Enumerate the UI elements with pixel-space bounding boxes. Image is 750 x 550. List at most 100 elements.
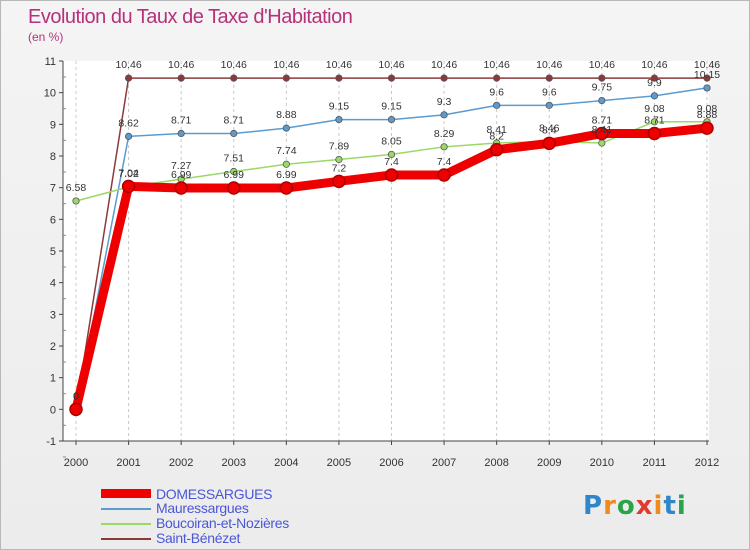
data-point [335, 115, 343, 124]
data-point [177, 74, 185, 82]
x-tick-label: 2000 [64, 457, 88, 469]
y-tick-label: 2 [50, 341, 56, 353]
legend-label-mauressargues: Mauressargues [156, 500, 249, 516]
y-tick-label: 7 [50, 183, 56, 195]
data-point [282, 74, 290, 82]
data-label: 0 [73, 390, 79, 402]
data-point [387, 150, 396, 159]
data-label: 10.46 [326, 59, 352, 71]
data-label: 7.4 [437, 156, 452, 168]
logo-letter: i [653, 491, 664, 521]
data-label: 8.29 [434, 128, 455, 140]
data-point [650, 118, 659, 126]
data-point [598, 139, 606, 147]
data-point [124, 132, 133, 140]
legend-swatch-saint-benezet [101, 538, 151, 540]
data-label: 7.74 [276, 145, 297, 157]
y-tick-label: 0 [50, 404, 56, 416]
data-label: 10.46 [115, 59, 141, 71]
data-label: 10.46 [536, 59, 562, 71]
proxiti-logo: Proxiti [583, 491, 687, 521]
data-point [282, 124, 290, 132]
data-label: 0 [73, 390, 79, 402]
data-label: 8.71 [644, 115, 665, 127]
legend-label-saint-benezet: Saint-Bénézet [156, 530, 241, 546]
data-label: 10.46 [694, 59, 720, 71]
data-label: 9.9 [647, 77, 662, 89]
data-label: 8.2 [489, 131, 504, 143]
y-tick-label: -1 [46, 436, 56, 448]
y-tick-label: 10 [44, 88, 56, 100]
logo-letter: i [676, 491, 687, 521]
data-label: 8.05 [381, 135, 402, 147]
data-point [542, 136, 556, 151]
data-label: 8.41 [592, 124, 613, 136]
logo-letter: x [635, 491, 654, 521]
data-point [440, 74, 448, 82]
x-tick-label: 2009 [537, 457, 561, 469]
data-label: 10.46 [589, 59, 615, 71]
legend-label-boucoiran: Boucoiran-et-Nozières [156, 515, 289, 531]
data-label: 8.46 [539, 122, 560, 134]
data-point [647, 126, 662, 141]
data-label: 8.88 [697, 109, 718, 121]
data-point [387, 74, 396, 82]
data-point [440, 143, 448, 151]
data-label: 6.99 [171, 169, 192, 181]
x-tick-label: 2008 [484, 457, 508, 469]
data-label: 7.27 [171, 160, 192, 172]
chart-subtitle: (en %) [28, 30, 64, 44]
data-point [437, 168, 451, 182]
data-point [69, 402, 83, 417]
data-point [230, 74, 238, 82]
y-tick-label: 11 [45, 56, 56, 68]
data-point [545, 101, 553, 109]
data-label: 10.46 [273, 59, 299, 71]
y-tick-label: 9 [50, 119, 56, 131]
data-point [650, 74, 659, 82]
data-label: 7.89 [329, 140, 350, 152]
data-label: 9.6 [542, 86, 557, 98]
y-tick-label: 1 [50, 373, 56, 385]
data-label: 7.4 [384, 156, 399, 168]
logo-letter: r [603, 491, 617, 521]
data-label: 6.99 [224, 169, 245, 181]
data-point [545, 74, 553, 82]
data-label: 9.6 [489, 86, 504, 98]
data-point [230, 129, 238, 138]
data-point [335, 155, 343, 164]
data-label: 6.58 [66, 182, 87, 194]
data-point [598, 96, 606, 105]
data-point [227, 181, 241, 195]
data-label: 9.08 [644, 103, 665, 115]
axes: -1 0 1 2 3 4 5 6 7 8 9 10 11 2000 2001 2002 2003 2004 2005… [44, 56, 719, 469]
legend-item-domessargues: DOMESSARGUES [101, 486, 401, 502]
data-label: 8.41 [486, 124, 507, 136]
data-label: 9.3 [437, 96, 452, 108]
data-label: 8.71 [592, 115, 613, 127]
x-tick-label: 2006 [379, 457, 403, 469]
y-tick-label: 5 [50, 246, 56, 258]
data-label: 7.04 [118, 167, 139, 179]
legend-swatch-boucoiran [101, 523, 151, 525]
data-point [493, 74, 501, 82]
data-point [335, 74, 343, 82]
data-point [650, 92, 659, 100]
plot-area [63, 61, 709, 441]
y-tick-label: 4 [50, 278, 56, 290]
logo-letter: t [663, 491, 677, 521]
data-point [595, 126, 609, 141]
data-point [177, 129, 185, 138]
x-tick-label: 2003 [222, 457, 246, 469]
data-label: 10.46 [641, 59, 667, 71]
data-label: 8.71 [171, 115, 192, 127]
logo-letter: o [616, 491, 636, 521]
data-point [700, 121, 714, 135]
data-label: 10.46 [221, 59, 247, 71]
x-tick-label: 2002 [169, 457, 193, 469]
data-label: 0 [73, 390, 79, 402]
data-label: 6.99 [276, 169, 297, 181]
y-tick-label: 3 [50, 309, 56, 321]
legend-item-boucoiran: Boucoiran-et-Nozières [101, 515, 401, 531]
x-tick-label: 2001 [116, 457, 140, 469]
